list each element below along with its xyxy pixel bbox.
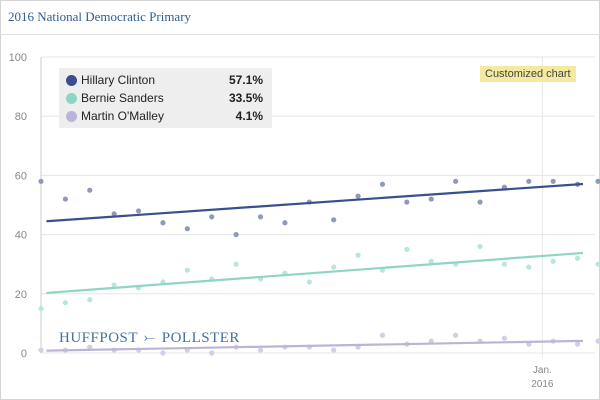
legend-value: 33.5% — [228, 91, 263, 105]
data-point — [257, 347, 264, 353]
data-point — [574, 255, 581, 261]
y-tick-label: 0 — [21, 348, 27, 360]
data-point — [428, 338, 434, 344]
data-point — [87, 344, 93, 350]
data-point — [135, 208, 142, 214]
data-point — [404, 246, 410, 252]
logo-huffpost-text: HUFFPOST — [59, 330, 139, 346]
data-point — [38, 178, 44, 184]
data-point — [209, 350, 215, 356]
trend-line — [46, 339, 584, 352]
logo-pollster-text: POLLSTER — [161, 330, 240, 346]
data-point — [331, 217, 337, 223]
data-point — [477, 199, 483, 205]
legend-label: Martin O'Malley — [81, 109, 164, 123]
data-point — [550, 178, 556, 184]
data-point — [595, 178, 600, 184]
data-point — [453, 178, 459, 184]
data-point — [38, 306, 44, 312]
data-point — [355, 193, 361, 199]
data-point — [526, 178, 532, 184]
logo-mark-icon: ⤚ — [144, 331, 156, 346]
data-point — [379, 181, 386, 187]
data-point — [595, 261, 600, 267]
customized-chart-badge[interactable]: Customized chart — [480, 66, 576, 82]
data-point — [233, 232, 239, 238]
x-tick-label: 2016 — [531, 379, 554, 390]
data-point — [501, 335, 508, 341]
data-point — [306, 279, 312, 285]
legend-item-sanders[interactable]: Bernie Sanders 33.5% — [59, 89, 272, 107]
data-point — [331, 347, 337, 353]
data-point — [87, 297, 93, 303]
data-point — [87, 187, 93, 193]
data-point — [184, 226, 190, 232]
data-point — [111, 211, 117, 217]
data-point — [209, 214, 215, 220]
data-point — [233, 261, 239, 267]
data-point — [160, 220, 166, 226]
y-tick-label: 80 — [15, 111, 27, 123]
data-point — [62, 196, 68, 202]
data-point — [184, 267, 190, 273]
legend-swatch — [66, 111, 77, 122]
data-point — [257, 214, 264, 220]
y-tick-label: 60 — [15, 170, 27, 182]
data-point — [595, 338, 600, 344]
data-point — [574, 341, 581, 347]
pollster-logo: HUFFPOST ⤚ POLLSTER — [59, 330, 240, 347]
data-point — [526, 264, 532, 270]
data-point — [501, 261, 508, 267]
data-point — [38, 347, 44, 353]
chart-title: 2016 National Democratic Primary — [8, 9, 192, 24]
data-point — [477, 243, 483, 250]
data-point — [282, 220, 288, 226]
legend-swatch — [66, 75, 77, 86]
legend-swatch — [66, 93, 77, 104]
data-point — [453, 332, 459, 338]
trend-line — [46, 251, 584, 295]
y-tick-label: 20 — [15, 289, 27, 301]
trend-line — [46, 182, 584, 223]
data-point — [379, 332, 386, 338]
legend-value: 57.1% — [228, 73, 263, 87]
legend-label: Bernie Sanders — [81, 91, 164, 105]
data-point — [428, 196, 434, 202]
legend-value: 4.1% — [235, 109, 263, 123]
data-point — [404, 199, 410, 205]
y-tick-label: 100 — [9, 52, 27, 64]
legend-label: Hillary Clinton — [81, 73, 156, 87]
y-tick-label: 40 — [15, 230, 27, 242]
data-point — [550, 258, 556, 264]
data-point — [355, 252, 361, 258]
data-point — [160, 350, 166, 356]
data-point — [111, 282, 117, 288]
data-point — [62, 300, 68, 306]
data-point — [331, 264, 337, 270]
data-point — [428, 258, 434, 264]
x-tick-label: Jan. — [533, 365, 552, 376]
legend-item-omalley[interactable]: Martin O'Malley 4.1% — [59, 107, 272, 125]
legend: Hillary Clinton 57.1% Bernie Sanders 33.… — [59, 68, 272, 128]
title-divider — [0, 34, 600, 35]
legend-item-clinton[interactable]: Hillary Clinton 57.1% — [59, 71, 272, 89]
